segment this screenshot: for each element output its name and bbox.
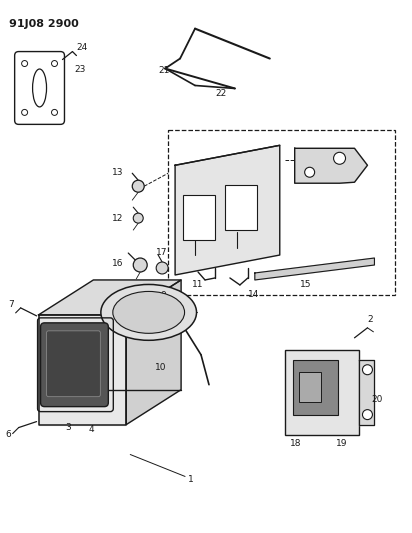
Circle shape (132, 180, 144, 192)
Text: 22: 22 (215, 89, 226, 98)
Bar (293, 360, 337, 415)
Circle shape (133, 213, 143, 223)
Polygon shape (295, 148, 368, 183)
Polygon shape (126, 280, 181, 425)
Text: 7: 7 (9, 301, 14, 309)
Text: 16: 16 (112, 259, 124, 268)
Circle shape (156, 262, 168, 274)
Bar (285, 350, 360, 434)
Polygon shape (39, 280, 181, 315)
Text: 14: 14 (248, 290, 259, 300)
Circle shape (363, 365, 372, 375)
Ellipse shape (101, 285, 197, 340)
Circle shape (304, 167, 315, 177)
Text: 11: 11 (192, 280, 204, 289)
Text: 91J08 2900: 91J08 2900 (9, 19, 78, 29)
Text: 21: 21 (158, 66, 169, 75)
Text: 20: 20 (372, 395, 383, 404)
FancyBboxPatch shape (40, 323, 108, 407)
Text: 8: 8 (144, 294, 150, 302)
FancyBboxPatch shape (225, 185, 257, 230)
Text: 12: 12 (112, 214, 124, 223)
Text: 1: 1 (188, 475, 194, 484)
Text: 15: 15 (300, 280, 311, 289)
Text: 10: 10 (155, 363, 167, 372)
Polygon shape (175, 146, 280, 275)
Polygon shape (360, 360, 375, 425)
Polygon shape (39, 315, 126, 425)
Text: 24: 24 (77, 43, 88, 52)
Circle shape (334, 152, 346, 164)
Text: 17: 17 (156, 247, 168, 256)
Text: 2: 2 (368, 316, 373, 325)
Text: 3: 3 (66, 423, 71, 432)
Text: 19: 19 (335, 439, 347, 448)
FancyBboxPatch shape (183, 195, 215, 240)
Polygon shape (255, 258, 375, 280)
Text: 18: 18 (290, 439, 301, 448)
Bar (299, 372, 321, 402)
Circle shape (133, 258, 147, 272)
Text: 5: 5 (97, 330, 103, 340)
Text: 9: 9 (160, 292, 166, 301)
Text: 4: 4 (89, 425, 94, 434)
FancyBboxPatch shape (47, 331, 101, 397)
Text: 6: 6 (6, 430, 12, 439)
Text: 23: 23 (75, 65, 86, 74)
Ellipse shape (113, 292, 185, 333)
Text: 13: 13 (112, 168, 124, 177)
Circle shape (363, 410, 372, 419)
